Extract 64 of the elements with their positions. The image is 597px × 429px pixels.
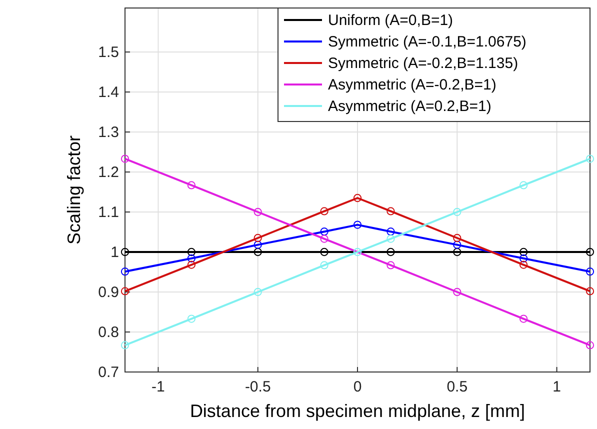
point: [519, 181, 528, 190]
y-tick-label: 1: [110, 244, 119, 261]
y-tick-label: 1.4: [98, 84, 119, 101]
point: [120, 287, 130, 296]
point: [320, 261, 328, 270]
point: [586, 341, 594, 350]
point: [586, 268, 594, 276]
x-tick-label: 1: [552, 378, 561, 396]
legend-label: Asymmetric (A=0.2,B=1): [328, 98, 492, 115]
x-tick-label: 0.5: [446, 378, 468, 396]
y-tick-label: 0.8: [98, 324, 119, 341]
point: [254, 240, 262, 249]
point: [187, 260, 196, 269]
x-tick-label: -1: [152, 378, 165, 396]
x-tick-label: 0: [353, 378, 362, 396]
point: [120, 154, 130, 163]
point: [120, 341, 130, 350]
y-tick-label: 0.7: [98, 364, 119, 381]
point: [586, 248, 594, 256]
y-tick-label: 1.3: [98, 124, 119, 141]
point: [320, 248, 328, 256]
point: [453, 248, 462, 256]
point: [453, 208, 462, 216]
point: [187, 248, 196, 256]
point: [453, 288, 462, 296]
point: [187, 181, 196, 190]
point: [254, 234, 262, 242]
point: [254, 248, 262, 256]
point: [453, 240, 462, 249]
legend-label: Uniform (A=0,B=1): [328, 12, 454, 29]
point: [254, 208, 262, 216]
point: [386, 207, 395, 216]
y-tick-label: 1.2: [98, 164, 119, 181]
point: [519, 254, 528, 262]
legend-label: Asymmetric (A=-0.2,B=1): [328, 76, 496, 94]
point: [519, 314, 528, 323]
point: [386, 228, 395, 236]
point: [353, 194, 362, 202]
point: [353, 248, 362, 256]
point: [320, 207, 328, 216]
point: [586, 287, 594, 296]
point: [519, 260, 528, 269]
x-tick-label: -0.5: [244, 378, 271, 396]
point: [386, 261, 395, 270]
point: [386, 234, 395, 243]
point: [586, 154, 594, 163]
point: [120, 248, 130, 256]
x-axis-title: Distance from specimen midplane, z [mm]: [190, 401, 526, 421]
legend-label: Symmetric (A=-0.2,B=1.135): [328, 55, 518, 72]
point: [453, 234, 462, 242]
legend-label: Symmetric (A=-0.1,B=1.0675): [328, 34, 526, 50]
y-axis-title: Scaling factor: [64, 135, 84, 245]
point: [320, 234, 328, 243]
point: [187, 314, 196, 323]
point: [353, 220, 362, 229]
point: [120, 268, 130, 276]
y-tick-label: 1.1: [98, 204, 119, 221]
y-tick-label: 0.9: [98, 284, 119, 301]
y-tick-label: 1.5: [98, 44, 119, 61]
point: [519, 248, 528, 256]
point: [320, 228, 328, 236]
point: [386, 248, 395, 256]
point: [187, 254, 196, 262]
point: [254, 288, 262, 296]
